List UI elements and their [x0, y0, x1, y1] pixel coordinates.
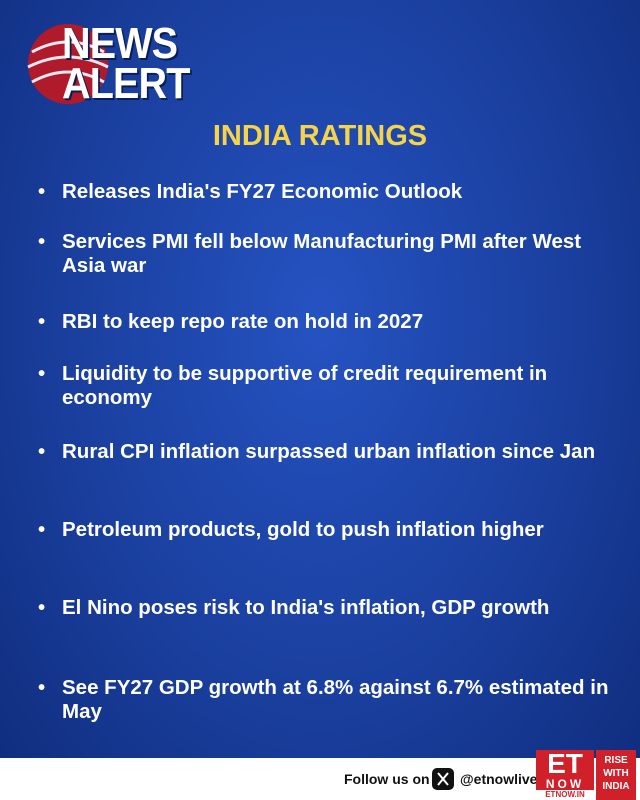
bullet-item: • Rural CPI inflation surpassed urban inf…	[38, 440, 628, 464]
bullet-dot: •	[38, 180, 46, 203]
bullet-text: Releases India's FY27 Economic Outlook	[62, 180, 463, 203]
brand-now: NOW	[545, 777, 585, 791]
brand-box: ET NOW ETNOW.IN	[536, 750, 594, 800]
tagline-word: WITH	[603, 768, 629, 779]
bullet-text: See FY27 GDP growth at 6.8% against 6.7%…	[62, 676, 609, 723]
bullet-text: Rural CPI inflation surpassed urban infl…	[62, 440, 596, 463]
handle: @etnowlive	[460, 771, 538, 787]
bullet-item: • Petroleum products, gold to push inflat…	[38, 518, 628, 542]
logo-line: ALERT	[62, 59, 190, 108]
bullet-dot: •	[38, 230, 46, 253]
tagline-word: INDIA	[602, 781, 630, 792]
brand-site: ETNOW.IN	[536, 790, 594, 800]
bullet-text: Petroleum products, gold to push inflati…	[62, 518, 544, 541]
globe-icon	[27, 24, 109, 104]
heading: INDIA RATINGS	[212, 120, 428, 152]
bullet-dot: •	[38, 518, 46, 541]
bullet-item: • Liquidity to be supportive of credit re…	[38, 362, 628, 410]
logo-line: NEWS	[62, 19, 178, 68]
tagline-word: RISE	[604, 755, 628, 766]
bullet-dot: •	[38, 596, 46, 619]
tagline-box: RISE WITH INDIA	[596, 750, 636, 800]
bullet-item: • Services PMI fell below Manufacturing P…	[38, 230, 628, 278]
bullet-dot: •	[38, 310, 46, 333]
bullet-item: • See FY27 GDP growth at 6.8% against 6.7…	[38, 676, 628, 724]
bullet-item: • Releases India's FY27 Economic Outlook	[38, 180, 628, 204]
brand-et: ET	[547, 748, 583, 779]
bullet-text: Liquidity to be supportive of credit req…	[62, 362, 548, 409]
bullet-text: El Nino poses risk to India's inflation,…	[62, 596, 550, 619]
x-icon	[432, 768, 454, 790]
bullet-item: • El Nino poses risk to India's inflation…	[38, 596, 628, 620]
bullet-dot: •	[38, 362, 46, 385]
follow-text: Follow us on	[344, 771, 430, 787]
bullet-dot: •	[38, 676, 46, 699]
bullet-text: RBI to keep repo rate on hold in 2027	[62, 310, 424, 333]
bullet-item: • RBI to keep repo rate on hold in 2027	[38, 310, 628, 334]
bullet-text: Services PMI fell below Manufacturing PM…	[62, 230, 582, 277]
bullet-dot: •	[38, 440, 46, 463]
footer: Follow us on @etnowlive ET NOW ETNOW.IN …	[0, 750, 640, 800]
